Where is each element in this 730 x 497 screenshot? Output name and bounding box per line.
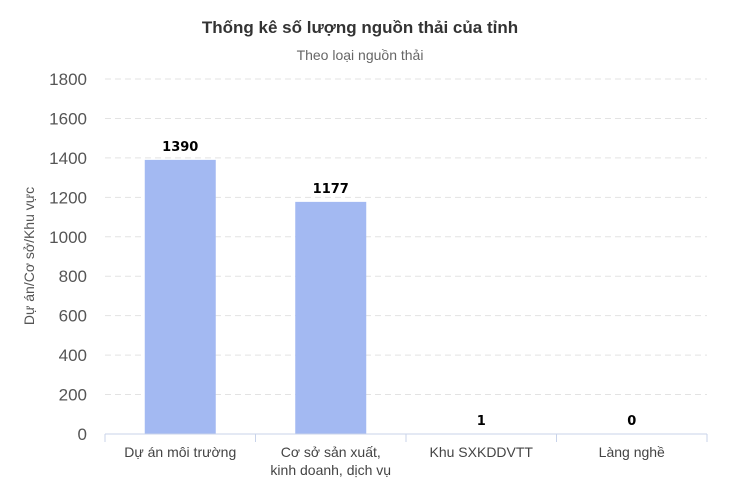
y-tick-label: 1200 [49,188,87,207]
data-label: 1177 [313,182,349,197]
x-tick-label: Làng nghề [599,444,665,460]
y-tick-label: 400 [59,346,87,365]
x-tick-label: Dự án môi trường [124,444,236,460]
chart-subtitle: Theo loại nguồn thải [297,47,424,63]
bar [295,201,367,434]
data-labels: 1390 1177 1 0 [162,140,636,429]
bars [144,159,517,434]
y-tick-label: 800 [59,267,87,286]
x-axis [104,433,708,442]
y-tick-label: 0 [78,425,87,444]
y-tick-label: 1400 [49,149,87,168]
chart-title: Thống kê số lượng nguồn thải của tỉnh [202,18,518,37]
y-tick-label: 600 [59,307,87,326]
data-label: 1 [477,414,486,429]
y-tick-label: 1600 [49,109,87,128]
x-tick-label: kinh doanh, dịch vụ [270,462,391,478]
x-tick-label: Cơ sở sản xuất, [281,444,381,460]
y-tick-label: 1000 [49,228,87,247]
y-axis-ticks: 0 200 400 600 800 1000 1200 1400 1600 1800 [49,70,87,444]
y-tick-label: 200 [59,386,87,405]
y-tick-label: 1800 [49,70,87,89]
x-tick-label: Khu SXKDDVTT [430,444,534,460]
y-axis-label: Dự án/Cơ sở/Khu vực [21,187,37,325]
data-label: 1390 [162,140,198,155]
data-label: 0 [627,414,636,429]
x-axis-ticks: Dự án môi trường Cơ sở sản xuất, kinh doan… [124,444,665,478]
bar [144,159,216,434]
